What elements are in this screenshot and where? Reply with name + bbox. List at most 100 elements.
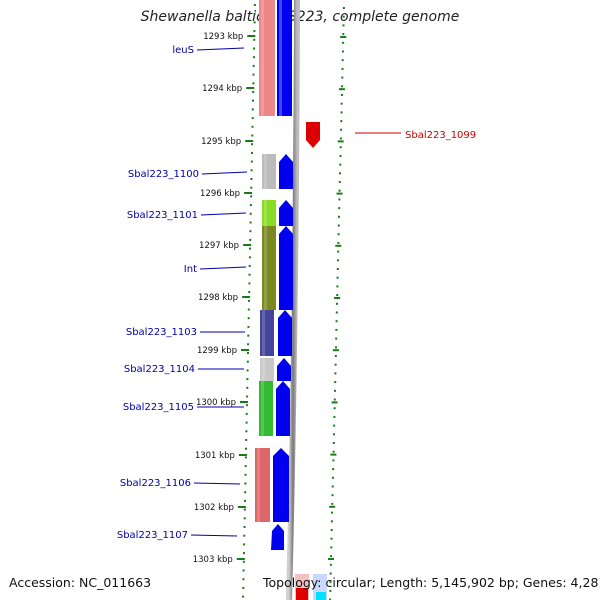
gene-block-highlight [262, 358, 265, 381]
gene-block [255, 448, 270, 522]
gene-arrow-forward [271, 524, 284, 550]
gene-arrow-highlight [279, 0, 282, 116]
genome-backbone [286, 0, 300, 600]
ring-dot [253, 30, 256, 33]
ruler-tick [246, 87, 255, 89]
label-leader-line [196, 47, 245, 51]
ring-dot [338, 189, 341, 192]
ring-dot [333, 433, 335, 436]
ring-dot [246, 378, 249, 381]
ring-dot [331, 485, 334, 488]
ring-dot [329, 572, 332, 575]
ring-dot [337, 241, 340, 244]
ring-dot [330, 520, 333, 523]
ring-dot [341, 85, 344, 88]
ring-dot [252, 91, 255, 93]
ring-dot [251, 125, 254, 128]
ring-dot [338, 215, 340, 218]
ring-dot [247, 334, 250, 337]
gene-labels: leuS Sbal223_1099 Sbal223_1100 Sbal223_1101… [117, 45, 476, 541]
ring-dot [333, 415, 336, 418]
ring-dot [342, 7, 345, 9]
ring-dot [242, 578, 245, 581]
gene-block-highlight [264, 226, 267, 310]
ring-dot [250, 178, 253, 180]
ring-dot [248, 299, 250, 302]
gene-block [262, 226, 276, 310]
gene-arrow-forward [276, 381, 290, 436]
ring-dot [243, 552, 245, 555]
ring-dot [253, 12, 256, 15]
ring-dot [342, 33, 345, 36]
ring-dot [248, 273, 251, 276]
ring-dot [340, 128, 343, 131]
ring-dot [245, 421, 248, 424]
ring-dot [330, 555, 333, 558]
ruler-tick [236, 558, 245, 560]
ring-dot [338, 181, 341, 183]
ring-dot [251, 143, 254, 146]
ring-dot [252, 56, 255, 59]
ring-dot [334, 389, 336, 392]
ring-dot [337, 250, 340, 253]
ring-dot [253, 21, 256, 24]
gene-label: Sbal223_1105 [123, 402, 194, 413]
ruler-tick [237, 506, 246, 508]
ring-dot [250, 169, 253, 172]
label-leader-line [201, 171, 248, 175]
ring-dot [341, 76, 344, 79]
gene-block-highlight [261, 0, 264, 116]
gene-block [259, 381, 273, 436]
ring-dot [339, 137, 342, 140]
ring-dot [332, 442, 335, 444]
ring-dot [340, 120, 343, 123]
ring-dot [253, 4, 256, 6]
ring-dot [335, 337, 338, 340]
ring-dot [244, 456, 247, 459]
ring-dot [331, 494, 334, 497]
ruler-tick-label: 1299 kbp [197, 346, 237, 356]
label-leader-line [190, 534, 238, 537]
ring-dot [342, 41, 345, 44]
ruler-tick [238, 454, 247, 456]
ring-dot [336, 302, 338, 305]
ring-dot [246, 360, 249, 363]
ring-dot [332, 459, 335, 462]
ring-dot [246, 395, 249, 398]
gene-label: Sbal223_1103 [126, 327, 197, 338]
gene-label: Sbal223_1106 [120, 478, 191, 489]
ring-dot [247, 308, 250, 311]
ring-dot [251, 134, 254, 137]
ring-dot [250, 195, 253, 198]
bottom-features [295, 574, 327, 600]
ring-dot [242, 560, 245, 563]
ring-dash [328, 558, 334, 560]
ring-dot [243, 534, 246, 537]
ring-dot [337, 259, 339, 262]
ring-dot [336, 294, 339, 297]
label-leader-line [199, 266, 247, 270]
ring-dot [249, 212, 252, 215]
ring-dot [340, 94, 343, 96]
ring-dot [333, 398, 336, 401]
ruler-tick-label: 1296 kbp [200, 189, 240, 199]
ring-dash [340, 36, 347, 38]
ring-dot [335, 346, 337, 349]
gene-features [255, 0, 320, 550]
ring-dot [330, 537, 333, 540]
ring-dot [249, 221, 252, 224]
ring-dot [247, 325, 250, 328]
ring-dot [245, 439, 248, 441]
ring-dot [244, 473, 247, 476]
ring-dot [342, 24, 345, 27]
ruler-tick-label: 1301 kbp [195, 451, 235, 461]
ring-dot [249, 204, 252, 207]
ruler-tick-label: 1300 kbp [196, 398, 236, 408]
gene-block [262, 200, 276, 226]
gene-label: Sbal223_1107 [117, 530, 188, 541]
ring-dot [341, 59, 344, 62]
ruler-tick-label: 1295 kbp [201, 137, 241, 147]
ruler-tick [240, 401, 248, 403]
ring-dot [248, 256, 251, 259]
